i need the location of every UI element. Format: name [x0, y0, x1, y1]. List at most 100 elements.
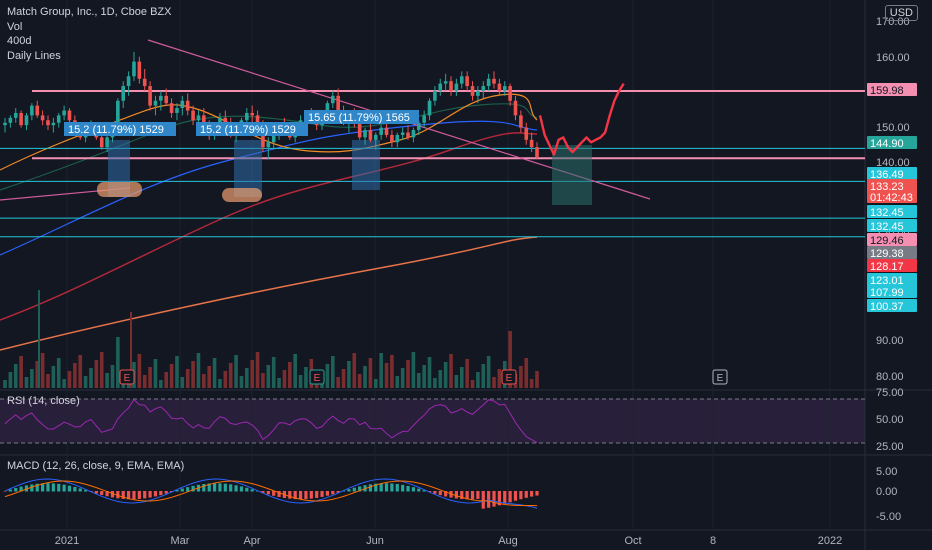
- candle-body: [395, 134, 400, 143]
- candle-body: [159, 95, 163, 101]
- candle-body: [363, 130, 367, 138]
- candle-body: [476, 90, 480, 96]
- macd-histogram: [35, 483, 39, 492]
- time-tick: Aug: [498, 535, 518, 547]
- volume-bar: [51, 366, 56, 388]
- candle-body: [271, 134, 276, 143]
- candle-body: [406, 132, 410, 138]
- volume-bar: [277, 378, 281, 388]
- macd-histogram: [433, 491, 437, 494]
- volume-bar: [470, 380, 475, 388]
- candle-body: [508, 86, 512, 101]
- macd-histogram: [143, 491, 147, 499]
- candle-body: [470, 86, 475, 96]
- candle-body: [191, 110, 195, 121]
- volume-bar: [379, 353, 383, 388]
- macd-histogram: [110, 491, 115, 498]
- candle-body: [202, 115, 206, 128]
- legend-ma: 400d: [7, 35, 32, 47]
- macd-histogram: [438, 491, 442, 496]
- time-tick: 2022: [818, 535, 842, 547]
- macd-histogram: [116, 491, 120, 499]
- volume-bar: [159, 380, 163, 388]
- earnings-marker-label: E: [506, 373, 513, 384]
- volume-bar: [519, 366, 523, 388]
- macd-histogram: [524, 491, 528, 498]
- volume-bar: [73, 363, 77, 388]
- earnings-marker: [119, 369, 135, 385]
- macd-histogram: [121, 491, 125, 499]
- volume-bar: [196, 353, 201, 388]
- macd-histogram: [406, 485, 410, 492]
- rsi-tick: 25.00: [876, 441, 904, 453]
- volume-bar: [116, 337, 120, 388]
- macd-histogram: [94, 491, 98, 494]
- candle-body: [379, 127, 383, 135]
- volume-bar: [40, 353, 45, 388]
- price-label: 01:42:43: [870, 192, 913, 204]
- legend-volume: Vol: [7, 20, 23, 33]
- earnings-marker-label: E: [124, 373, 131, 384]
- candle-body: [357, 122, 362, 138]
- candle-body: [8, 117, 13, 123]
- candle-body: [121, 86, 126, 101]
- macd-histogram: [492, 491, 496, 507]
- price-label-bg: [867, 233, 917, 246]
- volume-bar: [153, 359, 158, 388]
- rsi-tick: 75.00: [876, 387, 904, 399]
- candle-body: [250, 112, 254, 116]
- macd-histogram: [148, 491, 152, 498]
- macd-histogram: [19, 486, 23, 492]
- candle-body: [148, 86, 152, 106]
- volume-bar: [218, 379, 222, 388]
- macd-histogram: [84, 489, 88, 492]
- volume-bar: [395, 376, 400, 388]
- candle-body: [422, 115, 426, 123]
- macd-histogram: [67, 485, 72, 492]
- highlight-pill: [97, 182, 142, 197]
- candle-body: [497, 83, 502, 91]
- candle-body: [411, 130, 416, 138]
- currency-badge[interactable]: USD: [884, 5, 918, 21]
- macd-histogram: [261, 491, 265, 493]
- macd-histogram: [315, 491, 319, 498]
- macd-histogram: [41, 483, 45, 492]
- candle-body: [454, 83, 459, 91]
- volume-spike: [130, 312, 132, 388]
- macd-histogram: [30, 484, 34, 492]
- macd-histogram: [288, 491, 292, 499]
- price-label-bg: [867, 299, 917, 312]
- volume-bar: [3, 380, 7, 388]
- macd-histogram: [304, 491, 308, 500]
- candle-body: [51, 122, 56, 126]
- volume-bar: [83, 376, 88, 388]
- volume-bar: [465, 359, 469, 388]
- volume-bar: [486, 356, 491, 388]
- volume-bar: [228, 363, 233, 388]
- macd-histogram: [272, 491, 276, 496]
- candle-body: [261, 125, 265, 148]
- macd-histogram: [465, 491, 469, 500]
- macd-histogram: [223, 483, 227, 492]
- volume-bar: [46, 374, 50, 388]
- candle-body: [132, 61, 136, 77]
- volume-bar: [234, 355, 238, 388]
- volume-bar: [368, 358, 373, 388]
- macd-histogram: [132, 491, 136, 500]
- measure-label-bg: [196, 122, 308, 136]
- candle-body: [481, 86, 486, 91]
- macd-histogram: [374, 483, 378, 492]
- volume-bar: [411, 352, 416, 388]
- macd-histogram: [519, 491, 523, 500]
- volume-bar: [406, 360, 410, 388]
- chart-legend: Match Group, Inc., 1D, Cboe BZX Vol 400d…: [7, 5, 171, 63]
- candle-body: [19, 112, 23, 126]
- macd-histogram: [175, 490, 179, 492]
- volume-bar: [35, 361, 40, 388]
- measure-label: 15.65 (11.79%) 1565: [308, 112, 410, 124]
- candle-body: [175, 108, 179, 113]
- volume-bar: [137, 354, 142, 388]
- price-label: 129.38: [870, 248, 904, 260]
- macd-histogram: [347, 489, 351, 492]
